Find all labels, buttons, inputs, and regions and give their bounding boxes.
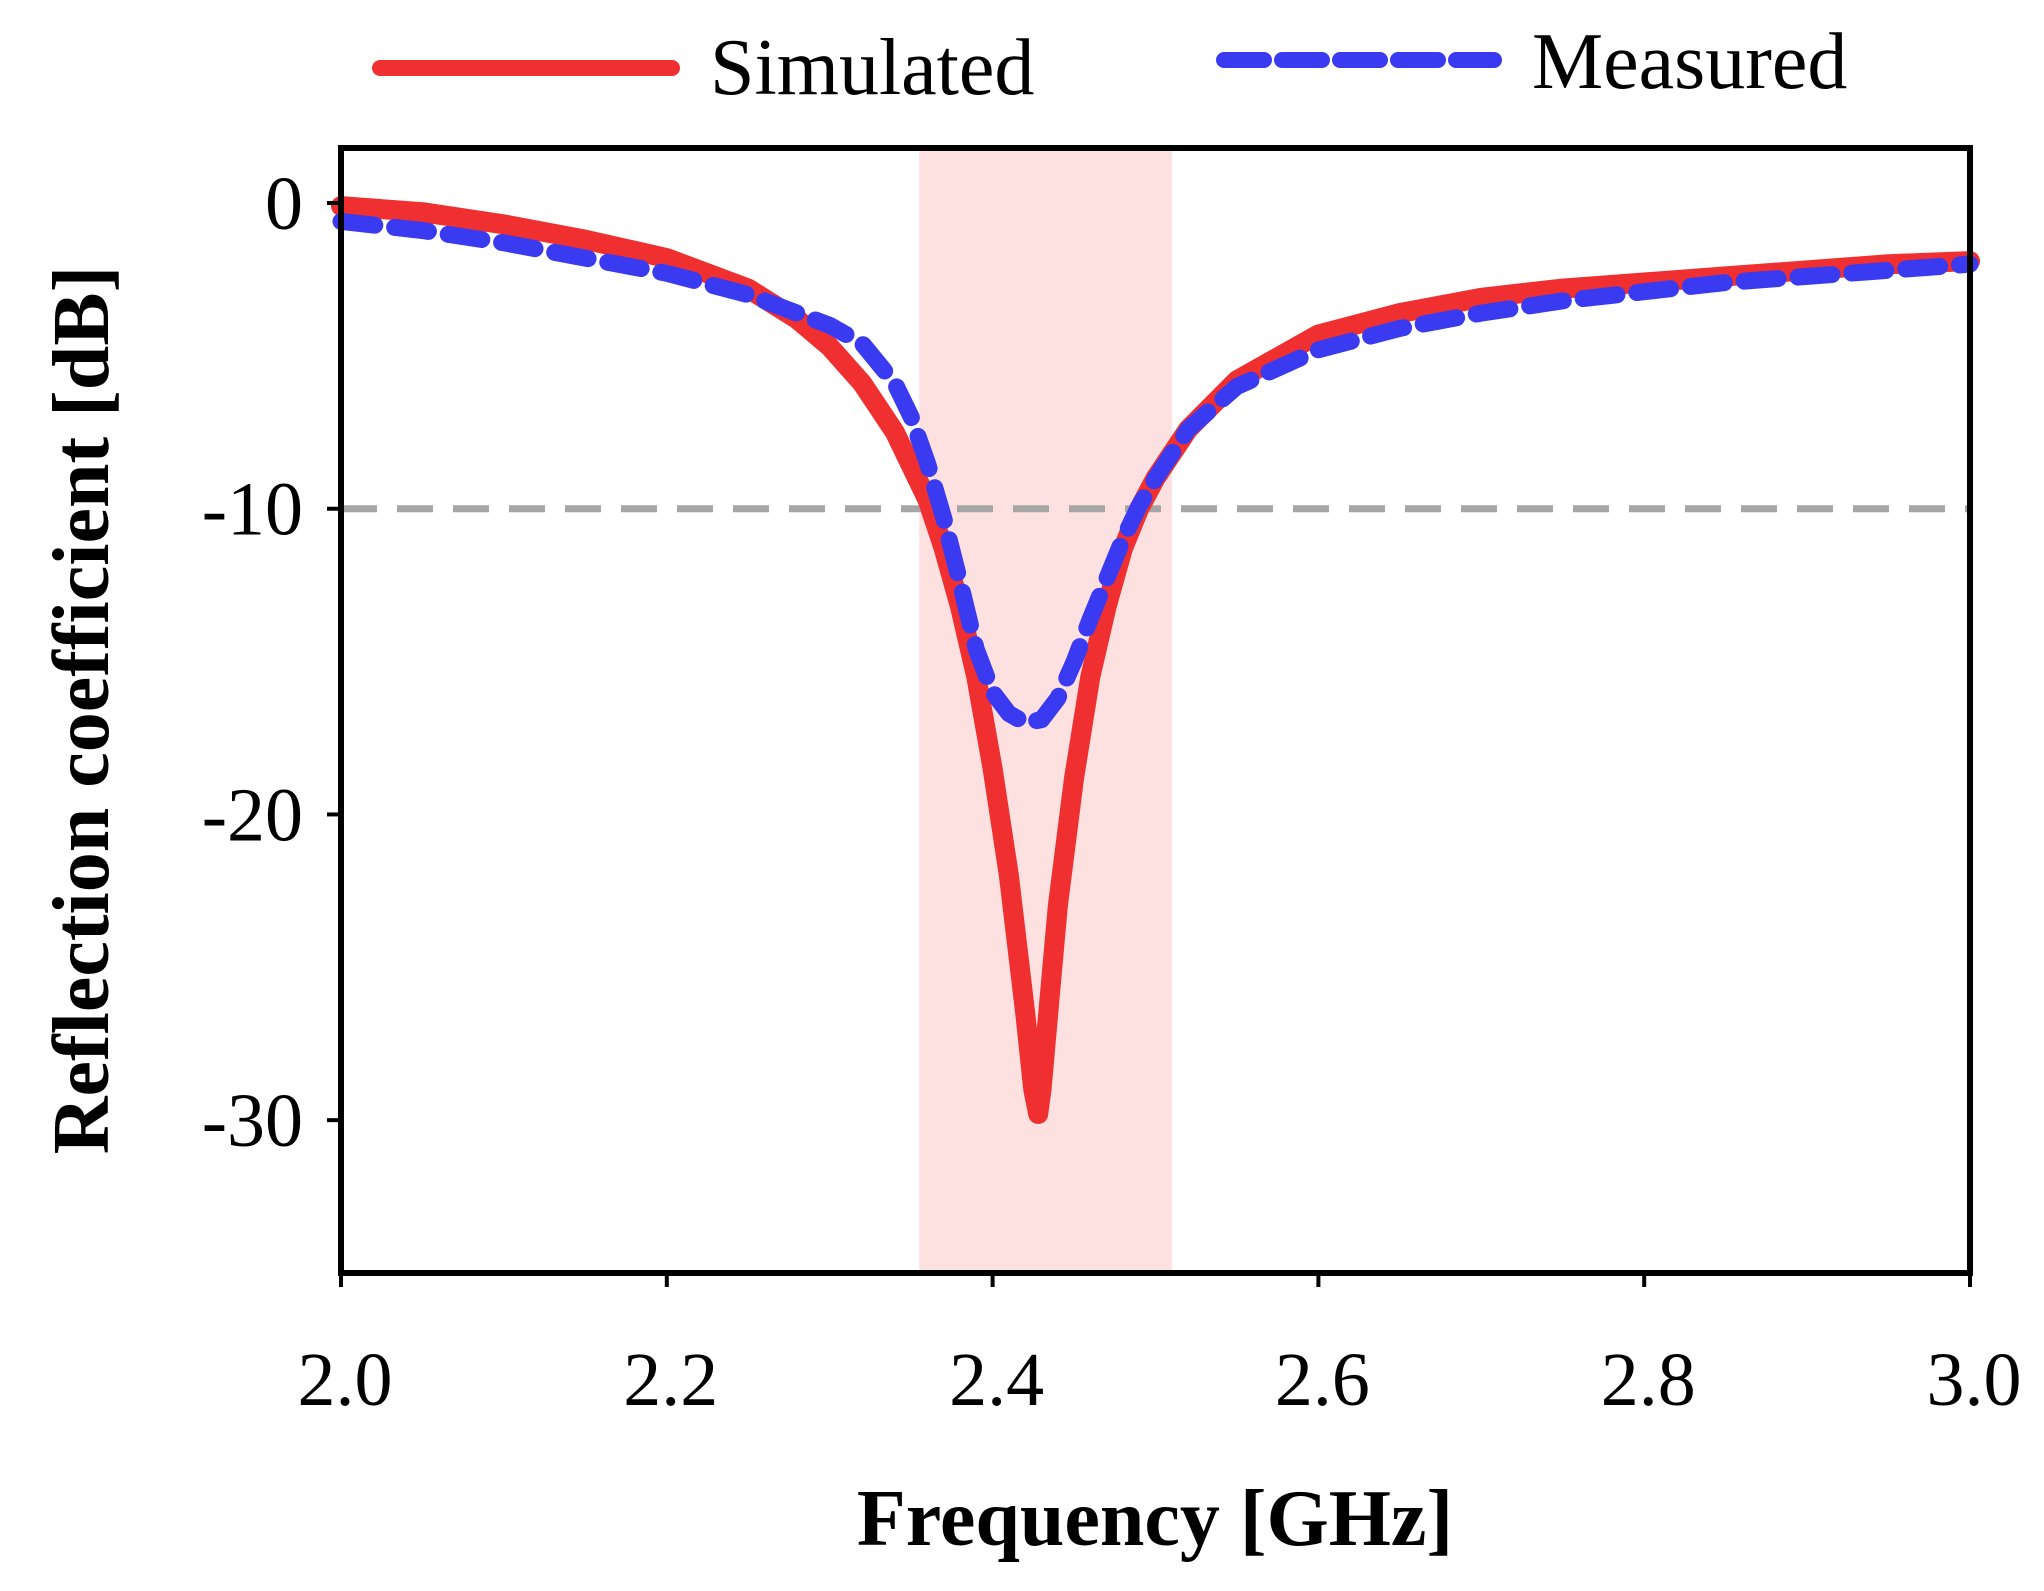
legend: Simulated Measured xyxy=(372,18,1847,112)
x-tick-label: 2.6 xyxy=(1275,1338,1370,1422)
y-tick-label: 0 xyxy=(265,162,303,246)
y-tick-label: -20 xyxy=(202,773,303,857)
series-measured-line xyxy=(332,212,1979,732)
y-tick-label: -10 xyxy=(202,468,303,552)
plot-frame xyxy=(338,145,1973,1276)
y-axis-title: Reflection coefficient [dB] xyxy=(38,266,126,1155)
y-tick-label: -30 xyxy=(202,1079,303,1163)
x-tick-label: 2.2 xyxy=(623,1338,718,1422)
x-tick-label: 2.8 xyxy=(1601,1338,1696,1422)
x-axis-title: Frequency [GHz] xyxy=(857,1475,1453,1563)
x-tick-label: 2.4 xyxy=(949,1338,1044,1422)
legend-simulated-label: Simulated xyxy=(710,24,1034,112)
y-axis-ticks: 0 -10 -20 -30 xyxy=(202,162,341,1163)
legend-measured-label: Measured xyxy=(1532,18,1847,106)
x-tick-label: 2.0 xyxy=(298,1338,393,1422)
x-axis-ticks: 2.0 2.2 2.4 2.6 2.8 3.0 xyxy=(298,1273,2022,1422)
series-simulated-line xyxy=(331,196,1980,1124)
x-tick-label: 3.0 xyxy=(1927,1338,2022,1422)
plot-area xyxy=(331,145,1980,1276)
